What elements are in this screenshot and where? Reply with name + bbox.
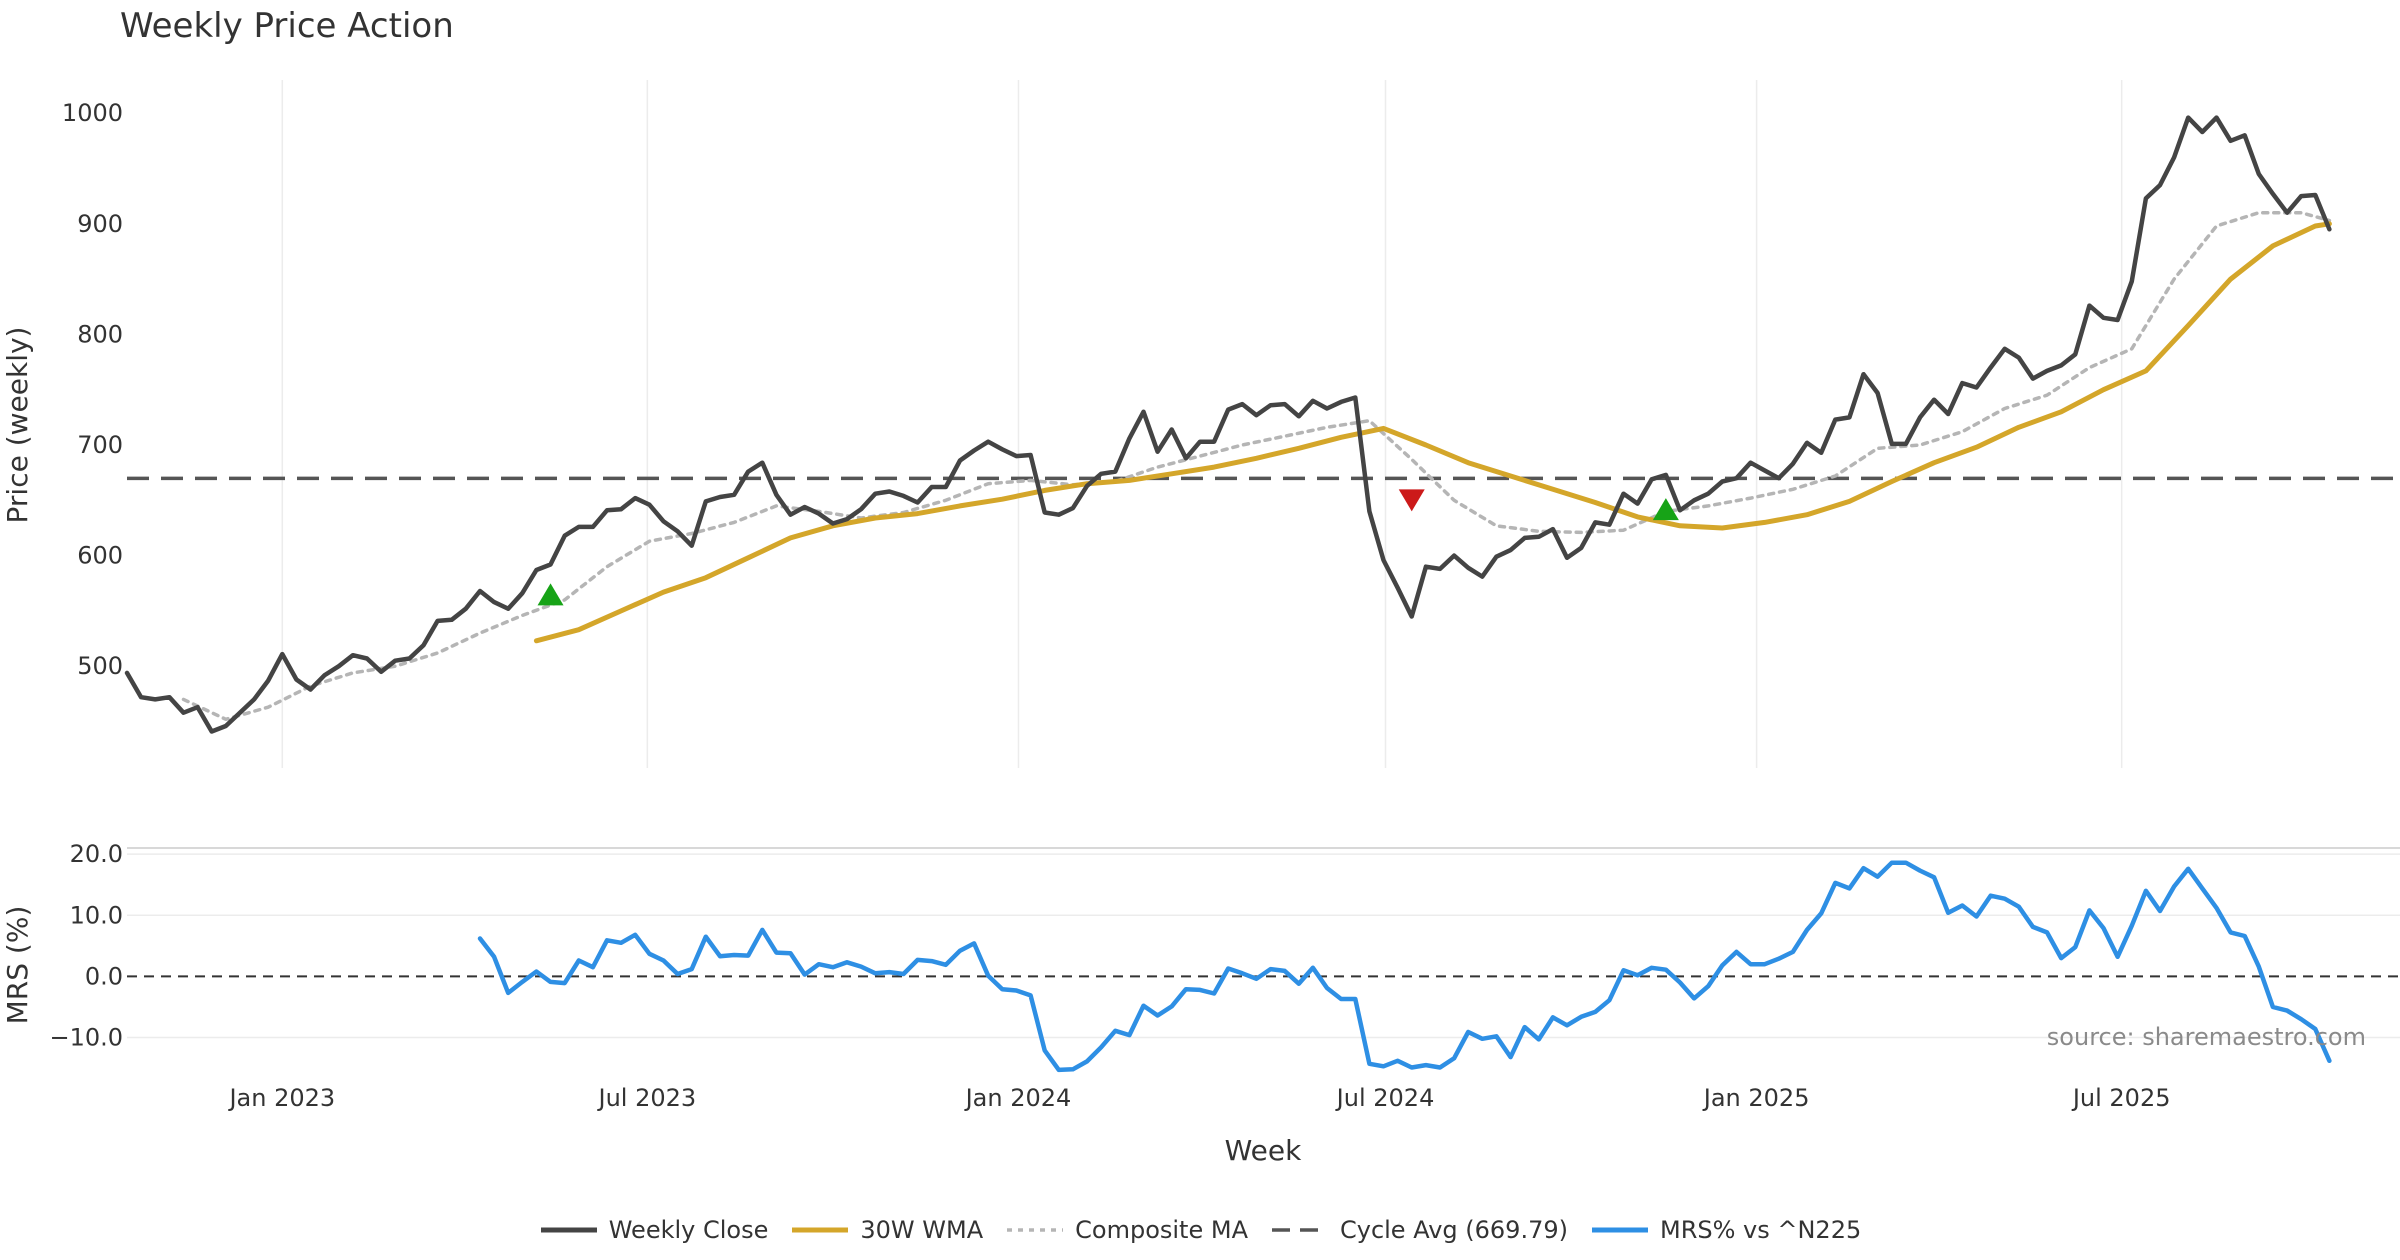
legend: Weekly Close 30W WMA Composite MA Cycle Avg… (0, 1210, 2400, 1250)
mrs-y-tick-label: 10.0 (70, 901, 123, 929)
buy-signal-marker-2 (1652, 498, 1679, 521)
composite-series-line (181, 210, 2332, 722)
mrs-y-axis-label: MRS (%) (1, 906, 34, 1025)
legend-swatch-composite (1007, 1228, 1064, 1232)
x-tick-label: Jul 2024 (1335, 1084, 1435, 1112)
price-y-tick-label: 1000 (62, 99, 123, 127)
legend-swatch-cycle (1271, 1228, 1328, 1232)
price-y-tick-label: 900 (77, 210, 123, 238)
buy-signal-marker-0 (537, 583, 564, 606)
legend-item-wma: 30W WMA (790, 1216, 983, 1244)
legend-swatch-close (540, 1227, 597, 1233)
mrs-y-tick-label: −10.0 (49, 1024, 123, 1052)
x-tick-label: Jul 2023 (597, 1084, 697, 1112)
price-y-tick-label: 600 (77, 542, 123, 570)
close-series-line (124, 115, 2332, 734)
sell-signal-marker-1 (1398, 489, 1425, 512)
price-y-tick-label: 500 (77, 652, 123, 680)
x-axis: Jan 2023 Jul 2023 Jan 2024 Jul 2024 Jan 2025… (227, 1084, 2170, 1167)
page-title: Weekly Price Action (120, 6, 454, 46)
x-tick-label: Jul 2025 (2071, 1084, 2171, 1112)
price-panel: 500 600 700 800 900 1000 Price (weekly) (1, 80, 2400, 768)
mrs-y-tick-label: 0.0 (85, 962, 123, 990)
source-text: source: sharemaestro.com (2047, 1023, 2366, 1051)
price-y-tick-label: 700 (77, 431, 123, 459)
x-tick-label: Jan 2023 (227, 1084, 335, 1112)
weekly-price-chart: 500 600 700 800 900 1000 Price (weekly) 20.0 10… (1, 80, 2400, 1167)
x-tick-label: Jan 2024 (964, 1084, 1072, 1112)
mrs-panel: 20.0 10.0 0.0 −10.0 MRS (%) source: sharemaes… (1, 840, 2400, 1073)
price-y-tick-label: 800 (77, 320, 123, 348)
legend-label: Weekly Close (608, 1216, 769, 1244)
legend-item-cycle: Cycle Avg (669.79) (1270, 1216, 1568, 1244)
legend-label: Composite MA (1075, 1216, 1248, 1244)
mrs-series-line (477, 860, 2332, 1073)
legend-swatch-mrs (1591, 1227, 1648, 1233)
legend-label: 30W WMA (860, 1216, 984, 1244)
wma-series-line (533, 221, 2332, 644)
legend-item-mrs: MRS% vs ^N225 (1590, 1216, 1861, 1244)
price-y-axis-label: Price (weekly) (1, 327, 34, 524)
legend-swatch-wma (792, 1227, 849, 1233)
x-tick-label: Jan 2025 (1702, 1084, 1810, 1112)
mrs-y-tick-label: 20.0 (70, 840, 123, 868)
legend-item-composite: Composite MA (1005, 1216, 1248, 1244)
x-axis-label: Week (1225, 1134, 1302, 1167)
legend-item-close: Weekly Close (539, 1216, 769, 1244)
legend-label: Cycle Avg (669.79) (1339, 1216, 1568, 1244)
legend-label: MRS% vs ^N225 (1659, 1216, 1862, 1244)
